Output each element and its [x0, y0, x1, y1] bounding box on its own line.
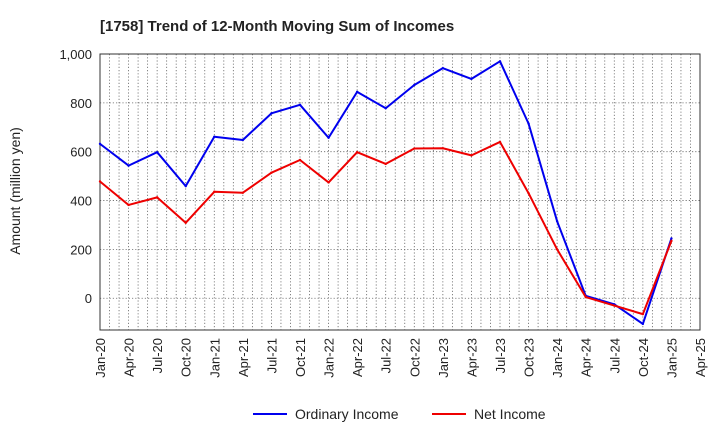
legend-label: Net Income	[474, 406, 546, 422]
y-tick-label: 400	[70, 194, 92, 209]
data-point	[441, 147, 445, 150]
data-point	[413, 83, 416, 87]
x-tick-label: Oct-20	[179, 338, 194, 377]
data-point	[498, 60, 502, 63]
data-point	[670, 237, 673, 240]
data-point	[155, 150, 159, 154]
plot-area: 0 200 400 600 800 1,000 Jan-20 Apr-20 Jul-20 Oct-…	[59, 47, 708, 378]
data-point	[184, 221, 187, 224]
data-point	[155, 196, 159, 199]
x-tick-label: Jan-25	[664, 338, 679, 378]
x-tick-label: Jan-21	[207, 338, 222, 378]
data-point	[298, 158, 302, 162]
data-point	[98, 180, 102, 183]
data-point	[555, 220, 559, 223]
data-point	[213, 135, 216, 138]
x-tick-label: Apr-24	[579, 338, 594, 377]
x-tick-label: Oct-22	[407, 338, 422, 377]
data-point	[355, 90, 359, 94]
y-tick-label: 800	[70, 96, 92, 111]
data-point	[270, 171, 273, 174]
data-point	[241, 138, 245, 142]
data-point	[384, 107, 387, 110]
data-point	[184, 184, 187, 188]
x-tick-label: Apr-25	[693, 338, 708, 377]
x-tick-label: Jul-21	[264, 338, 279, 373]
x-tick-label: Jan-22	[322, 338, 337, 378]
data-point	[470, 77, 473, 81]
data-point	[641, 312, 645, 316]
y-tick-label: 1,000	[59, 47, 92, 62]
y-tick-label: 0	[85, 291, 92, 306]
data-point	[355, 150, 359, 154]
y-tick-label: 200	[70, 242, 92, 257]
legend-label: Ordinary Income	[295, 406, 399, 422]
x-tick-label: Jul-20	[150, 338, 165, 373]
data-point	[613, 304, 616, 307]
x-tick-label: Jul-23	[493, 338, 508, 373]
data-point	[327, 181, 330, 184]
x-tick-label: Oct-21	[293, 338, 308, 377]
x-tick-label: Apr-20	[122, 338, 137, 377]
data-point	[498, 140, 502, 144]
data-point	[441, 66, 445, 70]
legend: Ordinary Income Net Income	[253, 406, 546, 422]
chart-title: [1758] Trend of 12-Month Moving Sum of I…	[100, 18, 454, 35]
data-point	[213, 190, 216, 193]
x-tick-label: Oct-24	[636, 338, 651, 377]
data-point	[584, 295, 587, 299]
data-point	[270, 112, 273, 115]
data-point	[555, 248, 559, 251]
data-point	[527, 192, 530, 195]
y-tick-label: 600	[70, 145, 92, 160]
data-point	[641, 322, 645, 326]
y-axis-label: Amount (million yen)	[7, 127, 23, 255]
x-tick-label: Jan-23	[436, 338, 451, 378]
data-point	[298, 103, 302, 107]
data-point	[413, 147, 416, 150]
x-tick-label: Jan-24	[550, 338, 565, 378]
x-tick-label: Jul-24	[607, 338, 622, 373]
x-tick-label: Apr-21	[236, 338, 251, 377]
plot-border	[99, 53, 701, 331]
x-tick-label: Jul-22	[379, 338, 394, 373]
data-point	[127, 203, 130, 207]
data-point	[670, 239, 673, 243]
data-point	[98, 142, 102, 146]
data-point	[241, 191, 245, 194]
x-tick-label: Oct-23	[522, 338, 537, 377]
data-point	[527, 122, 530, 125]
data-point	[470, 154, 473, 157]
data-point	[327, 136, 330, 139]
data-point	[127, 164, 130, 167]
x-tick-label: Apr-22	[350, 338, 365, 377]
x-tick-label: Apr-23	[464, 338, 479, 377]
x-tick-label: Jan-20	[93, 338, 108, 378]
plot-background	[100, 54, 700, 330]
data-point	[384, 162, 387, 166]
